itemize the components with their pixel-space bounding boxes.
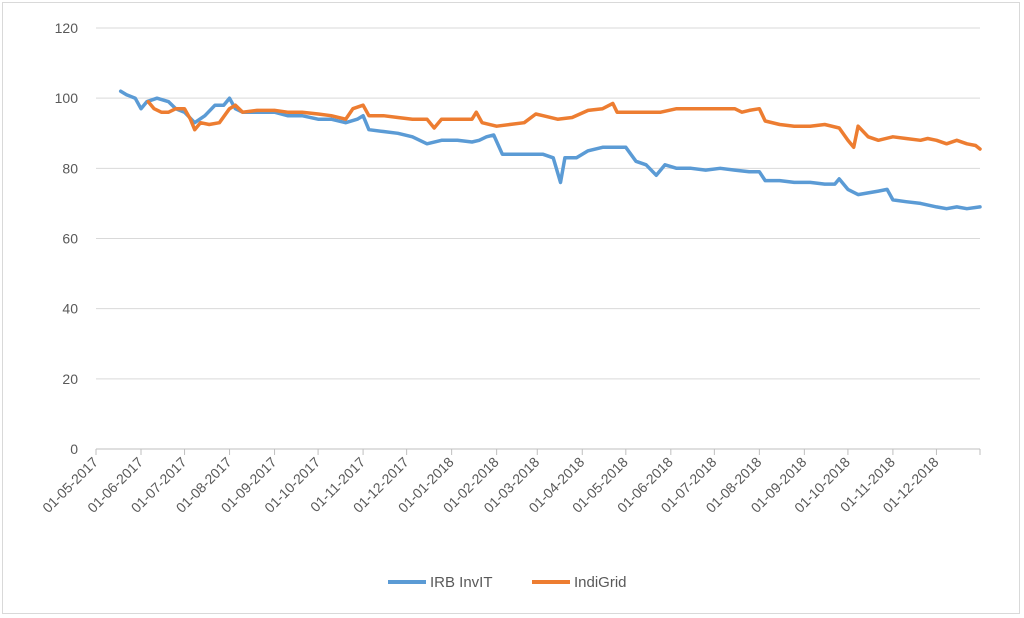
y-tick-label: 120 — [55, 20, 79, 36]
series-lines — [118, 89, 982, 211]
y-tick-label: 0 — [70, 441, 78, 457]
y-axis-tick-labels: 0 20 40 60 80 100 120 — [55, 20, 79, 457]
x-axis — [95, 448, 981, 455]
y-tick-label: 100 — [55, 90, 79, 106]
series-line-irb-invit — [118, 89, 982, 211]
y-tick-label: 80 — [62, 160, 78, 176]
y-tick-label: 20 — [62, 371, 78, 387]
legend: IRB InvIT IndiGrid — [388, 574, 627, 591]
gridlines — [96, 27, 980, 380]
y-tick-label: 40 — [62, 301, 78, 317]
legend-label: IRB InvIT — [430, 574, 493, 591]
x-axis-tick-labels: 01-05-201701-06-201701-07-201701-08-2017… — [39, 454, 942, 516]
series-line-indigrid — [146, 99, 982, 151]
legend-label: IndiGrid — [574, 574, 627, 591]
y-tick-label: 60 — [62, 231, 78, 247]
